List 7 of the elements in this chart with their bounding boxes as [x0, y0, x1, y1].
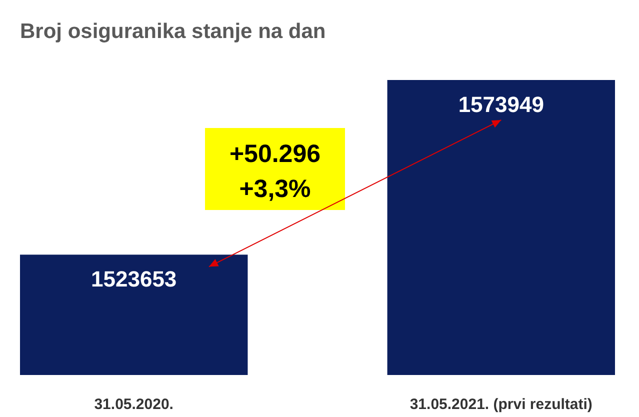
data-label: 1573949: [458, 92, 544, 117]
x-tick-label: 31.05.2020.: [94, 396, 174, 413]
data-label: 1523653: [91, 266, 177, 292]
chart-title: Broj osiguranika stanje na dan: [20, 20, 326, 43]
annotation: +3,3%: [239, 175, 311, 203]
x-tick-label: 31.05.2021. (prvi rezultati): [410, 396, 592, 413]
annotation: +50.296: [229, 140, 321, 168]
